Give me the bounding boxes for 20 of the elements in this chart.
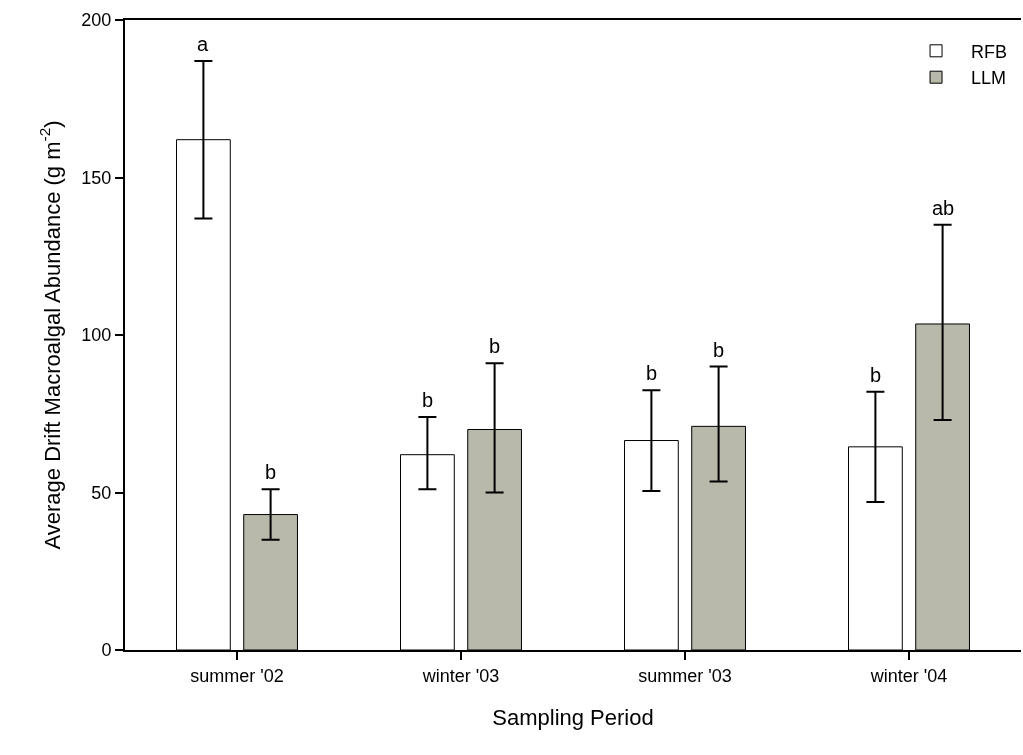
annotation: b: [265, 461, 277, 483]
x-tick-label: winter '03: [421, 665, 500, 686]
annotation: a: [197, 33, 209, 55]
annotation: b: [713, 339, 725, 361]
y-tick-label: 50: [91, 482, 112, 503]
x-tick-label: summer '03: [638, 665, 732, 686]
x-axis-title: Sampling Period: [492, 705, 654, 730]
y-tick-label: 100: [81, 325, 112, 346]
legend-label: LLM: [971, 68, 1007, 89]
annotation: ab: [932, 197, 955, 219]
x-tick-label: summer '02: [190, 665, 284, 686]
y-tick-label: 200: [81, 10, 112, 31]
annotation: b: [870, 364, 882, 386]
annotation: b: [646, 362, 658, 384]
y-tick-label: 150: [81, 167, 112, 188]
annotation: b: [489, 335, 501, 357]
annotation: b: [422, 389, 434, 411]
y-tick-label: 0: [101, 640, 112, 661]
x-tick-label: winter '04: [869, 665, 948, 686]
legend-label: RFB: [971, 41, 1008, 62]
